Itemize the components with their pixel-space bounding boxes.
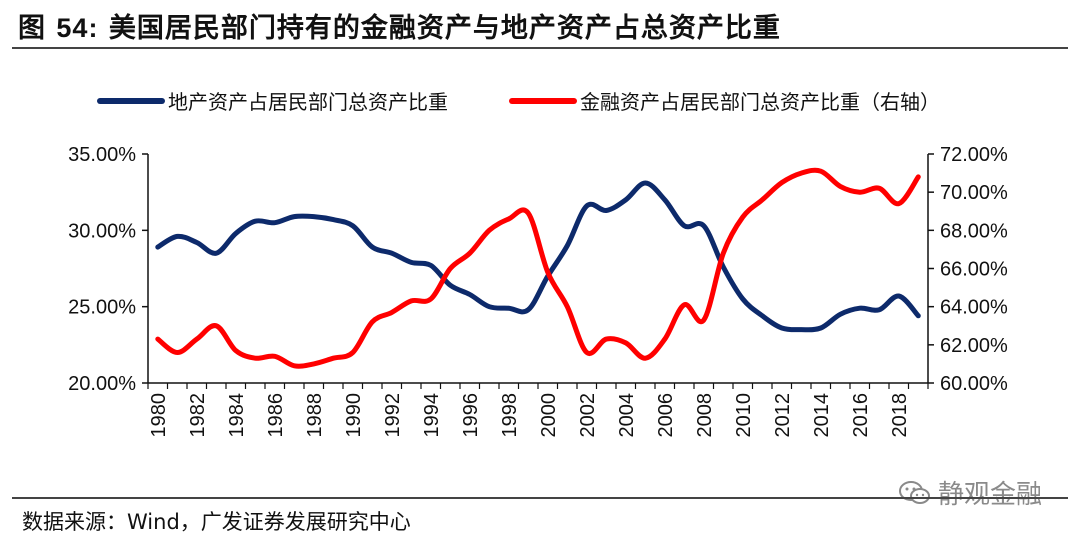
axes: 20.00% 25.00% 30.00% 35.00% 60.00% 62.00% 64.0… [68,144,1008,438]
y-right-tick-label: 62.00% [940,335,1008,357]
series-lines [155,167,921,369]
line-chart: 地产资产占居民部门总资产比重 金融资产占居民部门总资产比重（右轴） 20.00%… [68,90,1008,438]
x-tick-label: 1990 [343,393,365,438]
y-right-tick-label: 72.00% [940,144,1008,166]
x-tick-label: 2000 [538,393,560,438]
x-tick-label: 1986 [265,393,287,438]
x-tick-label: 2010 [733,393,755,438]
x-tick-label: 1996 [460,393,482,438]
x-tick-label: 2014 [811,393,833,438]
x-tick-label: 2008 [694,393,716,438]
top-divider [12,47,1068,49]
y-right-tick-label: 70.00% [940,182,1008,204]
wechat-icon [899,480,930,504]
x-tick-label: 1992 [382,393,404,438]
y-right-tick-label: 64.00% [940,297,1008,319]
x-tick-label: 2002 [577,393,599,438]
x-tick-label: 1988 [304,393,326,438]
bottom-divider [12,497,1068,499]
x-tick-label: 2018 [889,393,911,438]
y-right-tick-label: 60.00% [940,373,1008,395]
x-tick-label: 1980 [148,393,170,438]
x-tick-label: 1984 [226,393,248,438]
title-prefix: 图 [18,13,46,44]
watermark: 静观金融 [898,474,1042,511]
y-left-tick-label: 20.00% [68,373,136,395]
series-line-real-estate [155,180,921,333]
title-number: 54: [56,13,99,43]
legend-label-left-series: 地产资产占居民部门总资产比重 [168,90,448,114]
title-text: 美国居民部门持有的金融资产与地产资产占总资产比重 [108,13,781,44]
source-note: 数据来源：Wind，广发证券发展研究中心 [22,510,411,534]
x-tick-label: 2012 [772,393,794,438]
watermark-text: 静观金融 [938,480,1043,510]
y-right-tick-label: 68.00% [940,220,1008,242]
x-tick-label: 1994 [421,393,443,438]
legend-label-right-series: 金融资产占居民部门总资产比重（右轴） [580,90,940,114]
x-tick-label: 2016 [850,393,872,438]
x-tick-label: 2006 [655,393,677,438]
legend: 地产资产占居民部门总资产比重 金融资产占居民部门总资产比重（右轴） [97,90,940,114]
series-line-financial [155,167,921,369]
x-tick-label: 1982 [187,393,209,438]
chart-title: 图 54: 美国居民部门持有的金融资产与地产资产占总资产比重 [18,6,781,45]
y-left-tick-label: 25.00% [68,297,136,319]
y-left-tick-label: 30.00% [68,220,136,242]
y-right-tick-label: 66.00% [940,259,1008,281]
x-tick-label: 1998 [499,393,521,438]
x-tick-label: 2004 [616,393,638,438]
y-left-tick-label: 35.00% [68,144,136,166]
